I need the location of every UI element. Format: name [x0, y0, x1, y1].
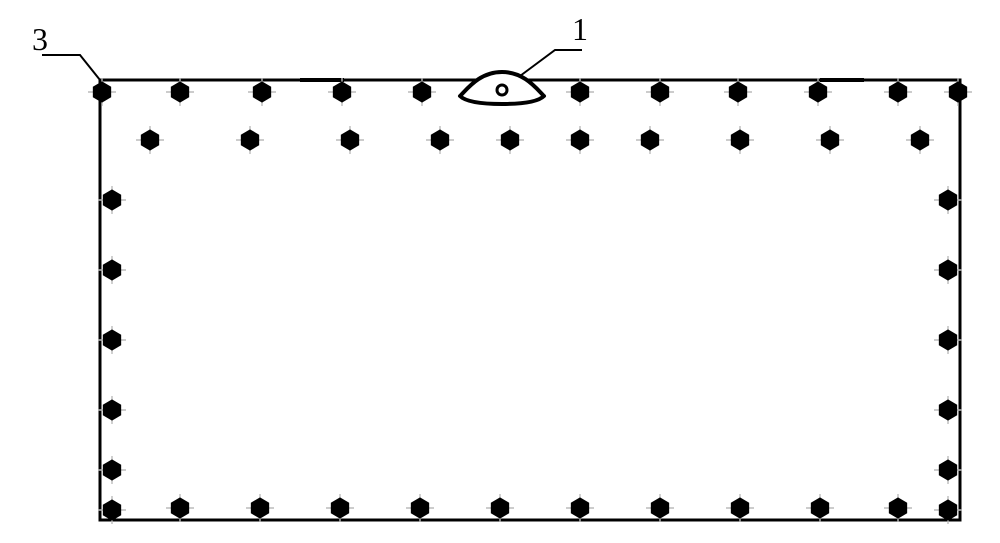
center-feature-hole	[497, 85, 507, 95]
callout-label: 1	[572, 11, 588, 47]
top-mark	[820, 78, 864, 82]
callout-label: 3	[32, 21, 48, 57]
diagram-svg: 31	[0, 0, 1000, 543]
top-mark	[300, 78, 344, 82]
